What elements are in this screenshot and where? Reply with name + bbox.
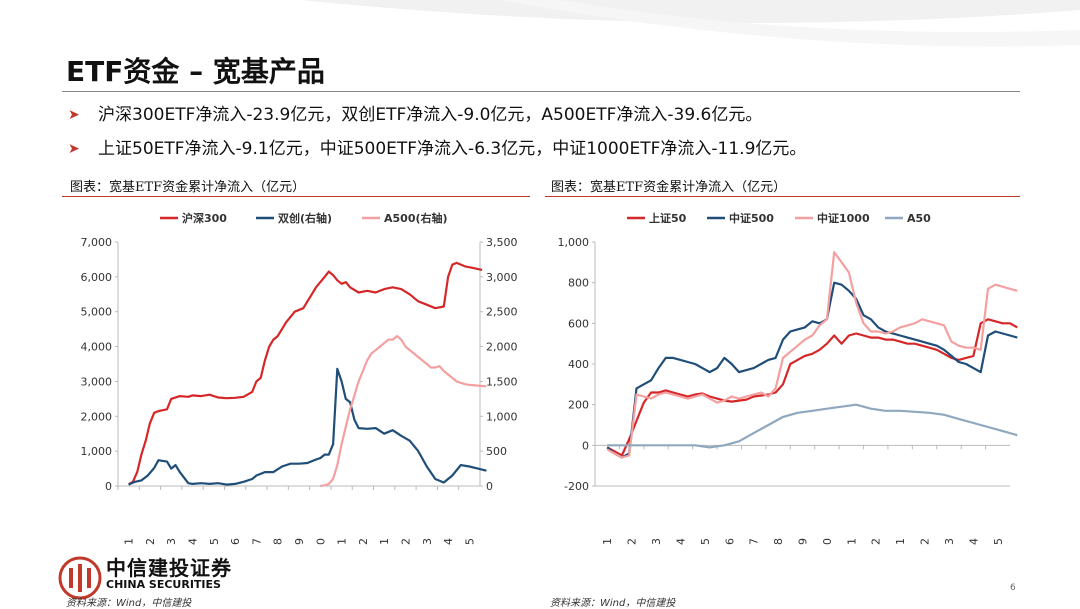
- source-note-right: 资料来源：Wind，中信建投: [550, 598, 676, 609]
- source-note-left: 资料来源：Wind，中信建投: [66, 598, 192, 609]
- y-tick-label: 600: [568, 317, 589, 330]
- series-line-2: [606, 251, 1018, 459]
- x-tick-label: 2024/10: [314, 538, 327, 545]
- series-line-1: [128, 367, 487, 486]
- x-tick-label: 2024/12: [870, 538, 883, 545]
- y-tick-label: 2,000: [81, 410, 113, 423]
- bullet-arrow-icon: ➤: [68, 141, 80, 157]
- y-tick-label: 0: [582, 439, 589, 452]
- legend-label: A50: [907, 212, 931, 225]
- bullet-text: 沪深300ETF净流入-23.9亿元，双创ETF净流入-9.0亿元，A500ET…: [98, 105, 763, 125]
- y-tick-label: 1,000: [81, 445, 113, 458]
- x-tick-label: 2024/02: [626, 538, 639, 545]
- header-decoration: [300, 0, 1080, 47]
- chart-caption-rule-right: [545, 196, 1020, 197]
- y2-tick-label: 3,000: [486, 271, 518, 284]
- y-tick-label: 3,000: [81, 375, 113, 388]
- legend-label: 中证1000: [817, 211, 870, 225]
- x-tick-label: 2025/03: [421, 538, 434, 545]
- legend-label: 上证50: [649, 211, 687, 225]
- x-tick-label: 2024/09: [293, 538, 306, 545]
- logo-text-cn: 中信建投证券: [106, 556, 232, 580]
- page-title: ETF资金 – 宽基产品: [66, 55, 325, 88]
- series-line-2: [320, 335, 487, 488]
- chart-caption-rule-left: [62, 196, 530, 197]
- page-number: 6: [1010, 583, 1016, 593]
- x-tick-label: 2024/08: [272, 538, 285, 545]
- series-line-0: [606, 318, 1018, 457]
- x-tick-label: 2024/12: [357, 538, 370, 545]
- x-tick-label: 2024/09: [797, 538, 810, 545]
- x-tick-label: 2024/04: [674, 538, 687, 545]
- x-tick-label: 2024/07: [250, 538, 263, 545]
- y2-tick-label: 1,000: [486, 410, 518, 423]
- legend-label: 双创(右轴): [278, 211, 332, 225]
- china-securities-logo-icon: [58, 556, 102, 600]
- y-tick-label: 6,000: [81, 271, 113, 284]
- x-tick-label: 2024/06: [229, 538, 242, 545]
- chart-right: -200 0 200 400 600 800 1,000 2024/01 2024/02 2024…: [558, 211, 1018, 545]
- x-tick-label: 2025/03: [943, 538, 956, 545]
- x-tick-label: 2024/07: [748, 538, 761, 545]
- series-line-0: [128, 261, 483, 486]
- x-tick-label: 2024/08: [772, 538, 785, 545]
- x-tick-label: 2025/02: [919, 538, 932, 545]
- y2-tick-label: 3,500: [486, 236, 518, 249]
- x-tick-label: 2024/06: [723, 538, 736, 545]
- x-tick-label: 2024/10: [821, 538, 834, 545]
- series-line-1: [606, 281, 1018, 459]
- y2-tick-label: 500: [486, 445, 507, 458]
- y-tick-label: 0: [105, 480, 112, 493]
- y-tick-label: 200: [568, 399, 589, 412]
- bullet-arrow-icon: ➤: [68, 107, 80, 123]
- y-tick-label: -200: [564, 480, 589, 493]
- x-tick-label: 2024/02: [144, 538, 157, 545]
- y2-tick-label: 1,500: [486, 375, 518, 388]
- y-tick-label: 1,000: [558, 236, 590, 249]
- legend-label: 沪深300: [182, 211, 227, 225]
- x-tick-label: 2024/03: [165, 538, 178, 545]
- y-tick-label: 5,000: [81, 306, 113, 319]
- x-tick-label: 2025/04: [442, 538, 455, 545]
- x-tick-label: 2024/04: [187, 538, 200, 545]
- x-tick-label: 2025/01: [378, 538, 391, 545]
- x-tick-label: 2025/01: [894, 538, 907, 545]
- y2-tick-label: 2,500: [486, 306, 518, 319]
- x-tick-label: 2024/11: [845, 538, 858, 545]
- x-tick-label: 2024/03: [650, 538, 663, 545]
- y-tick-label: 400: [568, 358, 589, 371]
- logo-text-en: CHINA SECURITIES: [106, 578, 221, 591]
- y2-tick-label: 0: [486, 480, 493, 493]
- chart-caption-right: 图表：宽基ETF资金累计净流入（亿元）: [551, 180, 787, 195]
- chart-left: 0 1,000 2,000 3,000 4,000 5,000 6,000 7,000 0 500…: [81, 211, 518, 545]
- y2-tick-label: 2,000: [486, 341, 518, 354]
- x-tick-label: 2025/05: [463, 538, 476, 545]
- x-tick-label: 2024/01: [601, 538, 614, 545]
- legend-label: A500(右轴): [384, 211, 448, 225]
- series-line-3: [607, 403, 1018, 449]
- bullet-text: 上证50ETF净流入-9.1亿元，中证500ETF净流入-6.3亿元，中证100…: [98, 139, 807, 159]
- x-tick-label: 2024/01: [123, 538, 136, 545]
- x-tick-label: 2024/05: [208, 538, 221, 545]
- y-tick-label: 4,000: [81, 341, 113, 354]
- x-tick-label: 2024/11: [336, 538, 349, 545]
- x-tick-label: 2024/05: [699, 538, 712, 545]
- legend-label: 中证500: [729, 211, 774, 225]
- y-tick-label: 7,000: [81, 236, 113, 249]
- x-tick-label: 2025/02: [399, 538, 412, 545]
- x-tick-label: 2025/05: [992, 538, 1005, 545]
- x-tick-label: 2025/04: [967, 538, 980, 545]
- y-tick-label: 800: [568, 277, 589, 290]
- title-divider: [62, 91, 1020, 92]
- chart-caption-left: 图表：宽基ETF资金累计净流入（亿元）: [70, 180, 306, 195]
